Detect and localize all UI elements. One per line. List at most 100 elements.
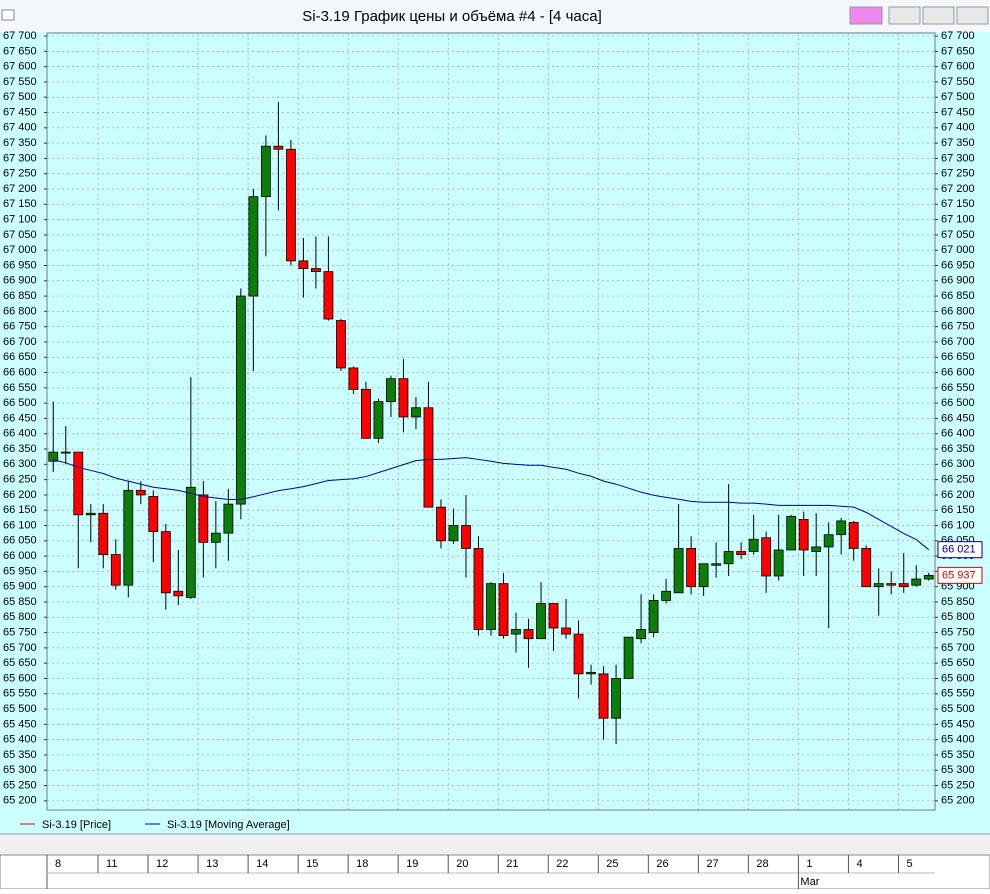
candle-body xyxy=(373,401,384,439)
candle-body xyxy=(523,629,534,640)
y-tick-label: 67 650 xyxy=(3,45,37,57)
y-tick-label: 67 200 xyxy=(3,183,37,195)
y-tick-label-right: 65 800 xyxy=(941,611,975,623)
window-title: Si-3.19 График цены и объёма #4 - [4 час… xyxy=(302,8,602,25)
candle-body xyxy=(898,583,909,588)
candle-body xyxy=(323,271,334,320)
candle-body xyxy=(698,563,709,588)
plot-frame xyxy=(46,32,936,811)
y-tick-label-right: 66 150 xyxy=(941,504,975,516)
y-tick-label-right: 65 600 xyxy=(941,672,975,684)
y-tick-label: 66 550 xyxy=(3,382,37,394)
y-tick-label: 65 500 xyxy=(3,703,37,715)
y-tick-label-right: 65 450 xyxy=(941,718,975,730)
x-tick-label: 26 xyxy=(656,858,668,870)
month-label: Mar xyxy=(800,876,819,888)
window-icon xyxy=(1,9,15,21)
candle-body xyxy=(311,268,321,273)
candle-body xyxy=(886,583,897,586)
y-tick-label: 66 400 xyxy=(3,428,37,440)
y-tick-label-right: 66 350 xyxy=(941,443,975,455)
candle-body xyxy=(98,512,109,555)
y-tick-label: 66 450 xyxy=(3,412,37,424)
x-tick-label: 15 xyxy=(306,858,318,870)
y-tick-label-right: 65 750 xyxy=(941,626,975,638)
candle-body xyxy=(123,489,134,586)
candle-body xyxy=(611,678,621,719)
y-tick-label-right: 65 850 xyxy=(941,596,975,608)
y-tick-label: 67 100 xyxy=(3,214,37,226)
y-tick-label: 66 100 xyxy=(3,519,37,531)
candle-body xyxy=(773,549,784,577)
maximize-button[interactable] xyxy=(922,6,955,25)
y-tick-label: 65 750 xyxy=(3,626,37,638)
y-tick-label: 65 350 xyxy=(3,749,37,761)
candle-body xyxy=(298,260,309,269)
candle-body xyxy=(711,563,722,566)
y-tick-label-right: 66 650 xyxy=(941,351,975,363)
candle-body xyxy=(223,503,234,534)
candle-body xyxy=(848,522,859,549)
y-tick-label: 67 050 xyxy=(3,229,37,241)
candle-body xyxy=(636,629,646,640)
x-tick-label: 21 xyxy=(506,858,518,870)
candle-body xyxy=(561,627,571,635)
candle-body xyxy=(748,538,759,552)
close-button[interactable] xyxy=(956,6,989,25)
candle-body xyxy=(60,451,71,454)
y-tick-label: 67 300 xyxy=(3,152,37,164)
y-tick-label-right: 67 500 xyxy=(941,91,975,103)
candle-body xyxy=(110,554,121,586)
candle-body xyxy=(461,525,471,549)
candle-body xyxy=(273,145,284,150)
candle-body xyxy=(548,603,559,629)
candle-body xyxy=(798,518,809,551)
y-tick-label-right: 66 100 xyxy=(941,519,975,531)
y-tick-label: 65 300 xyxy=(3,764,37,776)
candle-body xyxy=(673,548,684,594)
candle-body xyxy=(511,629,521,635)
last-value-label: 65 937 xyxy=(942,569,976,581)
y-tick-label: 66 950 xyxy=(3,259,37,271)
candle-body xyxy=(661,590,671,601)
candle-body xyxy=(761,537,772,577)
pin-button[interactable] xyxy=(849,6,883,25)
y-tick-label-right: 67 150 xyxy=(941,198,975,210)
y-tick-label-right: 67 000 xyxy=(941,244,975,256)
candle-body xyxy=(348,367,359,390)
y-tick-label: 66 150 xyxy=(3,504,37,516)
x-axis-panel xyxy=(0,854,990,890)
x-tick-label: 11 xyxy=(106,858,117,870)
candle-body xyxy=(573,633,584,675)
y-tick-label: 65 450 xyxy=(3,718,37,730)
x-tick-label: 27 xyxy=(706,858,718,870)
y-tick-label: 67 250 xyxy=(3,168,37,180)
y-tick-label-right: 66 800 xyxy=(941,305,975,317)
y-tick-label-right: 67 300 xyxy=(941,152,975,164)
y-tick-label: 65 950 xyxy=(3,565,37,577)
minimize-button[interactable] xyxy=(888,6,921,25)
y-tick-label: 66 000 xyxy=(3,550,37,562)
candle-body xyxy=(861,548,872,588)
chart-background xyxy=(0,32,990,835)
candle-body xyxy=(148,496,159,533)
x-tick-label: 18 xyxy=(356,858,368,870)
y-tick-label-right: 66 750 xyxy=(941,321,975,333)
y-tick-label: 65 850 xyxy=(3,596,37,608)
y-tick-label: 67 700 xyxy=(3,30,37,42)
x-tick-label: 14 xyxy=(256,858,268,870)
y-tick-label-right: 67 650 xyxy=(941,45,975,57)
y-tick-label: 67 400 xyxy=(3,122,37,134)
y-tick-label: 66 200 xyxy=(3,489,37,501)
y-tick-label: 66 500 xyxy=(3,397,37,409)
candle-body xyxy=(498,583,509,637)
y-tick-label: 66 650 xyxy=(3,351,37,363)
candle-body xyxy=(85,512,96,516)
x-tick-label: 12 xyxy=(156,858,168,870)
y-tick-label: 67 150 xyxy=(3,198,37,210)
x-tick-label: 19 xyxy=(406,858,418,870)
candle-body xyxy=(185,486,196,598)
candle-body xyxy=(823,534,834,548)
candle-body xyxy=(598,673,609,719)
